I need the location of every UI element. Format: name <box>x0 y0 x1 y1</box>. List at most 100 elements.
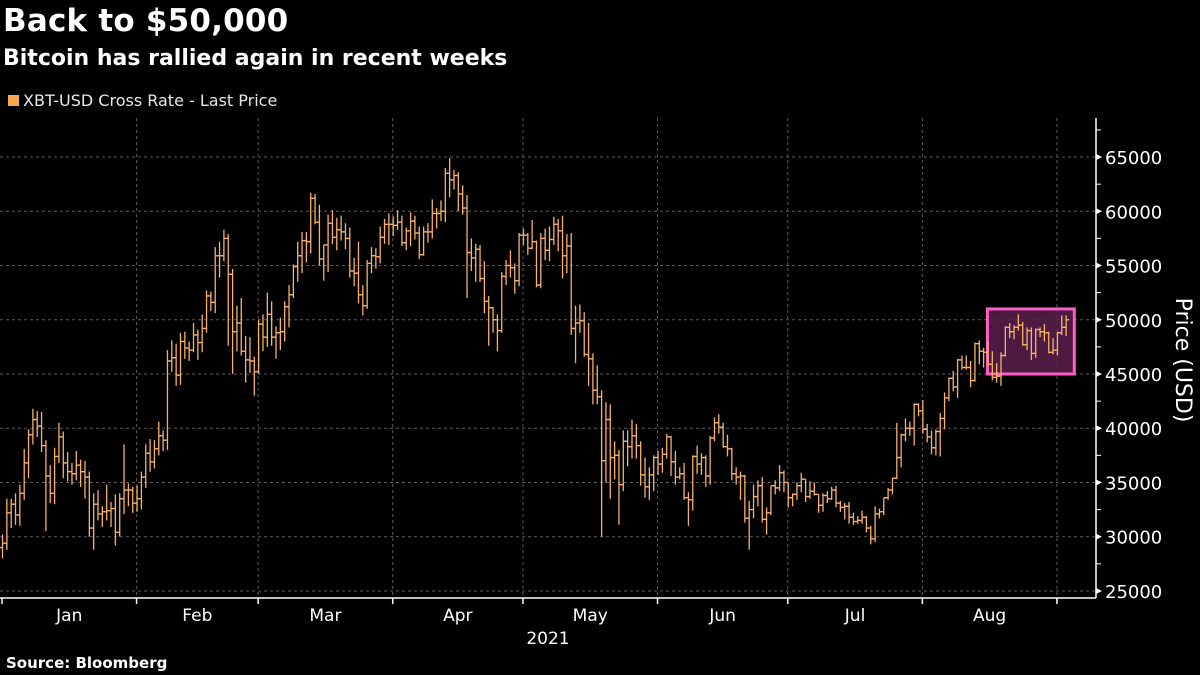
ohlc-bar <box>746 500 753 550</box>
ohlc-bar <box>125 483 132 507</box>
y-tick-arrow <box>1096 262 1102 269</box>
ohlc-bar <box>16 484 23 526</box>
ohlc-bar <box>846 502 853 524</box>
ohlc-bar <box>233 305 240 352</box>
x-month-label: Jan <box>55 606 82 626</box>
ohlc-bar <box>464 195 471 299</box>
ohlc-bar <box>793 482 800 500</box>
ohlc-bar <box>3 498 10 550</box>
ohlc-bar <box>915 403 922 417</box>
ohlc-bar <box>147 439 154 472</box>
ohlc-bar <box>902 418 909 442</box>
ohlc-bar <box>121 444 128 514</box>
ohlc-bar <box>785 481 792 508</box>
y-tick-arrow <box>1096 425 1102 432</box>
ohlc-bar <box>477 244 484 282</box>
ohlc-bar <box>142 444 149 488</box>
ohlc-bar <box>633 423 640 459</box>
ohlc-bar <box>850 512 857 525</box>
ohlc-bar <box>21 448 28 500</box>
ohlc-bar <box>954 358 961 398</box>
y-axis-label: Price (USD) <box>1170 298 1195 423</box>
ohlc-bar <box>976 340 983 365</box>
y-tick-arrow <box>1096 316 1102 323</box>
ohlc-bar <box>694 445 701 474</box>
y-tick-arrow <box>1096 154 1102 161</box>
ohlc-bar <box>173 343 180 386</box>
ohlc-bar <box>668 435 675 476</box>
ohlc-bar <box>55 422 62 463</box>
ohlc-bar <box>95 490 102 521</box>
ohlc-bar <box>25 429 32 479</box>
ohlc-bar <box>568 232 575 335</box>
ohlc-bar <box>880 497 887 516</box>
ohlc-bar <box>928 430 935 455</box>
ohlc-bar <box>611 441 618 480</box>
ohlc-bar <box>116 493 123 537</box>
x-axis-year-label: 2021 <box>526 629 569 649</box>
y-tick-arrow <box>1096 479 1102 486</box>
ohlc-bar <box>203 290 210 333</box>
ohlc-bar <box>34 410 41 437</box>
ohlc-bar <box>824 491 831 504</box>
ohlc-bar <box>607 404 614 499</box>
ohlc-bar <box>190 323 197 353</box>
ohlc-bar <box>64 452 71 482</box>
chart-subtitle: Bitcoin has rallied again in recent week… <box>3 46 508 71</box>
ohlc-bar <box>767 485 774 516</box>
ohlc-bar <box>520 228 527 245</box>
ohlc-bar <box>572 305 579 364</box>
ohlc-bar <box>12 493 19 525</box>
ohlc-bar <box>398 215 405 246</box>
ohlc-bar <box>108 502 115 527</box>
ohlc-bar <box>893 422 900 480</box>
ohlc-bar <box>598 390 605 537</box>
ohlc-bar <box>381 218 388 244</box>
ohlc-bar <box>815 493 822 513</box>
ohlc-bar <box>811 482 818 496</box>
ohlc-bar <box>589 353 596 405</box>
ohlc-bar <box>533 240 540 288</box>
ohlc-bar <box>507 250 514 278</box>
ohlc-bar <box>685 492 692 526</box>
ohlc-bar <box>216 241 223 278</box>
y-tick-label: 25000 <box>1105 582 1162 603</box>
ohlc-bar <box>642 457 649 498</box>
ohlc-bar <box>424 223 431 243</box>
ohlc-bar <box>576 304 583 333</box>
ohlc-bar <box>286 285 293 328</box>
ohlc-bar <box>672 451 679 485</box>
ohlc-bar <box>655 451 662 475</box>
ohlc-bar <box>212 247 219 314</box>
ohlc-bar <box>763 507 770 535</box>
ohlc-bar <box>689 455 696 511</box>
chart-title: Back to $50,000 <box>3 3 289 39</box>
ohlc-bar <box>711 417 718 442</box>
y-tick-label: 40000 <box>1105 419 1162 440</box>
ohlc-bar <box>485 295 492 346</box>
x-month-label: May <box>573 606 608 626</box>
ohlc-bar <box>8 498 15 529</box>
ohlc-bar <box>780 470 787 493</box>
ohlc-bar <box>220 229 227 262</box>
ohlc-bar <box>945 377 952 402</box>
ohlc-bar <box>290 264 297 299</box>
legend-label: XBT-USD Cross Rate - Last Price <box>23 91 278 110</box>
y-tick-label: 50000 <box>1105 311 1162 332</box>
ohlc-bar <box>168 340 175 372</box>
ohlc-bar <box>351 257 358 287</box>
ohlc-bar <box>537 232 544 289</box>
ohlc-bar <box>99 506 106 527</box>
ohlc-bar <box>359 285 366 316</box>
ohlc-bar <box>364 260 371 309</box>
ohlc-bar <box>728 447 735 481</box>
ohlc-bar <box>316 204 323 266</box>
ohlc-bar <box>342 223 349 250</box>
ohlc-bar <box>511 263 518 294</box>
ohlc-bar <box>1063 315 1070 337</box>
ohlc-bar <box>294 241 301 282</box>
ohlc-bar <box>806 481 813 499</box>
ohlc-bar <box>346 227 353 278</box>
ohlc-bar <box>268 301 275 346</box>
ohlc-bar <box>615 449 622 525</box>
